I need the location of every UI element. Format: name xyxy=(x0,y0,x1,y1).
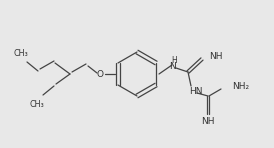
Text: HN: HN xyxy=(189,86,202,95)
Text: CH₃: CH₃ xyxy=(30,99,44,108)
Text: NH: NH xyxy=(201,116,215,126)
Text: N: N xyxy=(170,62,176,70)
Text: CH₃: CH₃ xyxy=(14,49,28,58)
Text: H: H xyxy=(171,56,177,65)
Text: NH₂: NH₂ xyxy=(232,82,249,90)
Text: O: O xyxy=(96,70,104,78)
Text: NH: NH xyxy=(209,52,222,61)
